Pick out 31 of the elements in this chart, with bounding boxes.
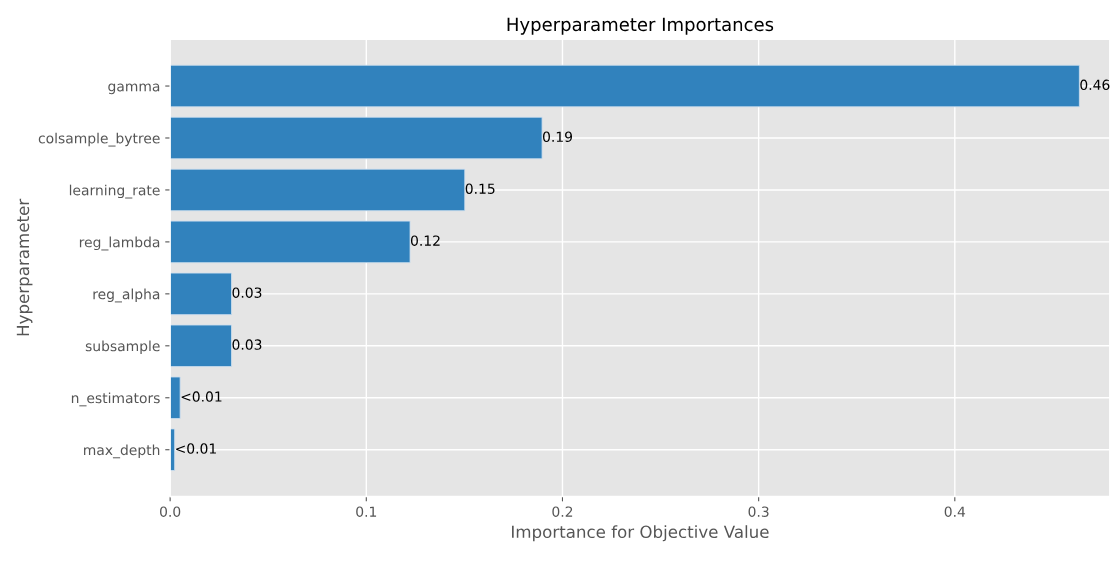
data-label: <0.01 [181, 391, 222, 402]
bar [170, 64, 1080, 108]
x-axis-title: Importance for Objective Value [512, 525, 769, 542]
x-tick-label: 0.2 [552, 506, 573, 517]
bar [170, 116, 543, 160]
data-label: 0.12 [410, 235, 440, 246]
x-tick-label: 0.3 [748, 506, 769, 517]
data-label: 0.46 [1080, 79, 1110, 91]
y-tick-label: subsample [85, 340, 160, 354]
chart-title: Hyperparameter Importances [507, 17, 774, 35]
x-tick-label: 0.1 [356, 506, 377, 517]
data-label: 0.15 [465, 183, 495, 194]
bar [170, 376, 181, 419]
bar [170, 168, 466, 212]
y-axis-title: Hyperparameter [16, 198, 33, 336]
bar [170, 220, 411, 264]
x-tick-label: 0.4 [944, 506, 966, 517]
bar [170, 324, 232, 368]
y-tick-label: max_depth [84, 444, 160, 459]
y-tick-label: gamma [108, 83, 160, 95]
data-label: 0.03 [232, 287, 262, 298]
y-tick-label: learning_rate [69, 184, 160, 199]
y-tick-label: n_estimators [71, 392, 160, 407]
x-tick-label: 0.0 [160, 506, 181, 517]
data-label: <0.01 [176, 443, 216, 454]
bar [170, 272, 232, 316]
data-label: 0.19 [542, 131, 573, 143]
data-label: 0.03 [232, 339, 262, 350]
y-tick-label: colsample_bytree [38, 132, 160, 147]
y-tick-label: reg_lambda [79, 236, 160, 251]
y-tick-label: reg_alpha [93, 288, 160, 303]
